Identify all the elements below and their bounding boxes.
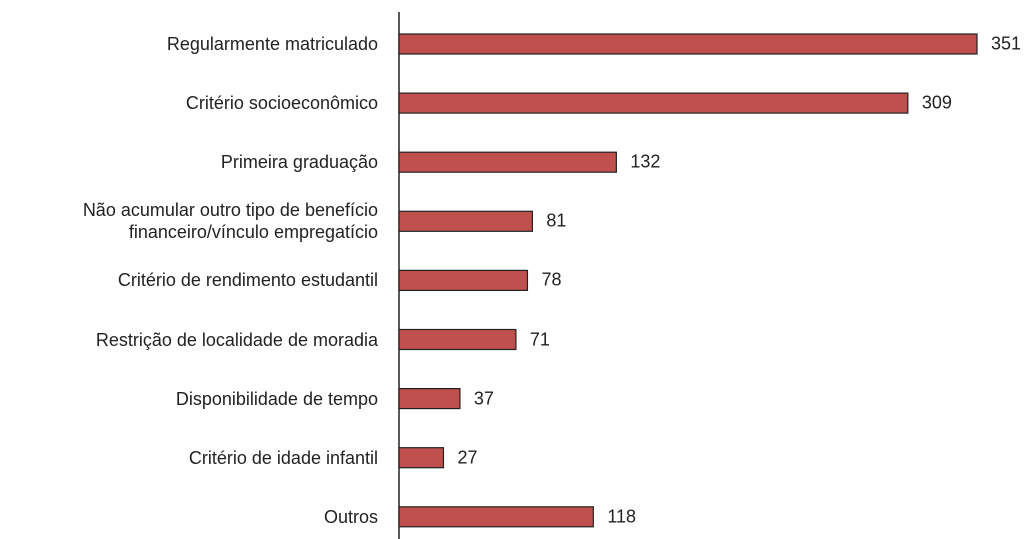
bar — [398, 447, 445, 469]
bar — [398, 269, 529, 291]
bar — [398, 388, 461, 410]
value-label: 351 — [991, 33, 1022, 54]
category-label: Não acumular outro tipo de benefício fin… — [82, 200, 378, 243]
category-label: Critério socioeconômico — [185, 93, 378, 114]
category-label: Critério de rendimento estudantil — [117, 270, 378, 291]
value-label: 71 — [529, 329, 550, 349]
bar — [398, 92, 909, 114]
category-label: Outros — [323, 506, 378, 527]
category-label: Restrição de localidade de moradia — [95, 329, 378, 350]
bar — [398, 151, 617, 173]
bar — [398, 210, 533, 232]
value-label: 309 — [921, 92, 952, 113]
category-label: Disponibilidade de tempo — [175, 388, 378, 409]
category-label: Regularmente matriculado — [166, 34, 378, 54]
value-label: 118 — [607, 506, 637, 527]
category-label: Critério de idade infantil — [188, 447, 378, 468]
bar — [398, 33, 978, 55]
value-label: 132 — [630, 151, 661, 172]
value-label: 27 — [457, 447, 478, 468]
value-label: 37 — [473, 388, 494, 409]
value-label: 81 — [546, 210, 567, 231]
category-label: Primeira graduação — [220, 152, 378, 173]
bar — [398, 328, 517, 351]
bar — [398, 506, 594, 528]
value-label: 78 — [541, 269, 562, 290]
